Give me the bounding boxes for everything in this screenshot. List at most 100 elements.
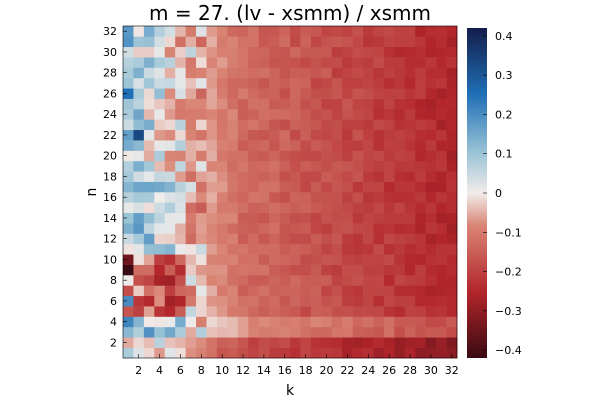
heatmap-cell — [436, 88, 447, 99]
heatmap-cell — [425, 46, 437, 58]
heatmap-cell — [216, 202, 228, 214]
heatmap-cell — [425, 26, 437, 37]
heatmap-cell — [342, 119, 353, 131]
heatmap-cell — [425, 36, 437, 48]
heatmap-cell — [394, 233, 406, 245]
heatmap-cell — [446, 326, 458, 338]
heatmap-cell — [196, 26, 207, 37]
heatmap-cell — [143, 77, 155, 89]
heatmap-cell — [352, 98, 364, 110]
heatmap-cell — [185, 295, 197, 307]
heatmap-cell — [300, 316, 312, 328]
heatmap-cell — [143, 46, 155, 58]
heatmap-cell — [143, 316, 155, 328]
heatmap-cell — [269, 160, 280, 172]
heatmap-cell — [436, 254, 447, 265]
heatmap-cell — [269, 119, 280, 131]
heatmap-cell — [352, 171, 364, 182]
heatmap-cell — [394, 202, 406, 214]
heatmap-cell — [342, 88, 353, 99]
heatmap-cell — [248, 254, 259, 265]
heatmap-cell — [404, 171, 416, 182]
heatmap-cell — [321, 202, 333, 214]
heatmap-cell — [227, 171, 239, 182]
y-tick-label: 2 — [110, 336, 117, 349]
heatmap-cell — [258, 192, 270, 203]
heatmap-cell — [415, 202, 426, 214]
heatmap-cell — [404, 160, 416, 172]
heatmap-cell — [425, 347, 437, 359]
heatmap-cell — [436, 119, 447, 131]
heatmap-cell — [446, 88, 458, 99]
heatmap-cell — [237, 192, 249, 203]
heatmap-cell — [342, 254, 353, 265]
heatmap-cell — [196, 243, 207, 255]
heatmap-cell — [227, 129, 239, 141]
heatmap-cell — [154, 98, 166, 110]
heatmap-cell — [446, 223, 458, 234]
heatmap-cell — [123, 295, 134, 307]
heatmap-cell — [216, 67, 228, 79]
heatmap-cell — [164, 243, 176, 255]
heatmap-cell — [206, 202, 218, 214]
heatmap-cell — [154, 326, 166, 338]
heatmap-cell — [415, 140, 426, 151]
heatmap-cell — [196, 306, 207, 317]
heatmap-cell — [227, 192, 239, 203]
heatmap-cell — [133, 181, 145, 193]
heatmap-cell — [269, 326, 280, 338]
heatmap-cell — [331, 233, 343, 245]
heatmap-cell — [290, 212, 301, 224]
heatmap-cell — [394, 326, 406, 338]
heatmap-cell — [425, 243, 437, 255]
heatmap-cell — [415, 129, 426, 141]
heatmap-cell — [206, 192, 218, 203]
heatmap-cell — [269, 275, 280, 286]
heatmap-cell — [237, 26, 249, 37]
heatmap-cell — [331, 254, 343, 265]
heatmap-cell — [133, 337, 145, 348]
heatmap-cell — [342, 233, 353, 245]
heatmap-cell — [321, 26, 333, 37]
heatmap-cell — [258, 46, 270, 58]
heatmap-cell — [436, 212, 447, 224]
heatmap-cell — [227, 316, 239, 328]
heatmap-cell — [248, 192, 259, 203]
heatmap-cell — [164, 77, 176, 89]
heatmap-cell — [290, 233, 301, 245]
x-tick-label: 26 — [382, 364, 396, 377]
heatmap-cell — [404, 109, 416, 120]
heatmap-cell — [196, 347, 207, 359]
heatmap-cell — [383, 171, 395, 182]
heatmap-cell — [300, 150, 312, 162]
heatmap-cell — [436, 233, 447, 245]
heatmap-cell — [300, 347, 312, 359]
heatmap-cell — [279, 306, 291, 317]
heatmap-cell — [133, 192, 145, 203]
heatmap-cell — [404, 98, 416, 110]
heatmap-cell — [279, 202, 291, 214]
heatmap-cell — [425, 160, 437, 172]
heatmap-cell — [310, 26, 322, 37]
heatmap-cell — [164, 212, 176, 224]
heatmap-cell — [175, 243, 186, 255]
heatmap-cell — [123, 77, 134, 89]
heatmap-cell — [237, 150, 249, 162]
heatmap-cell — [373, 243, 385, 255]
heatmap-cell — [143, 243, 155, 255]
heatmap-cell — [133, 129, 145, 141]
heatmap-cell — [363, 264, 374, 276]
heatmap-cell — [290, 171, 301, 182]
x-tick-label: 12 — [236, 364, 250, 377]
heatmap-cell — [269, 150, 280, 162]
heatmap-cell — [164, 119, 176, 131]
heatmap-cell — [227, 285, 239, 297]
heatmap-cell — [216, 129, 228, 141]
heatmap-cell — [394, 337, 406, 348]
heatmap-cell — [363, 337, 374, 348]
heatmap-cell — [394, 160, 406, 172]
heatmap-cell — [321, 77, 333, 89]
heatmap-cell — [310, 326, 322, 338]
heatmap-cell — [331, 77, 343, 89]
heatmap-cell — [425, 171, 437, 182]
